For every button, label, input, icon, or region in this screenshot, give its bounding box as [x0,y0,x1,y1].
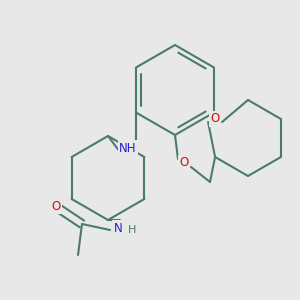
Text: O: O [179,157,189,169]
Text: N: N [114,221,122,235]
Text: O: O [51,200,61,212]
Text: O: O [211,112,220,125]
Text: NH: NH [119,142,137,154]
Text: H: H [128,225,136,235]
